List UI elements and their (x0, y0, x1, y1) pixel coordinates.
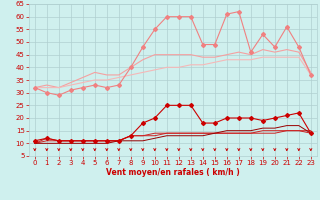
X-axis label: Vent moyen/en rafales ( km/h ): Vent moyen/en rafales ( km/h ) (106, 168, 240, 177)
